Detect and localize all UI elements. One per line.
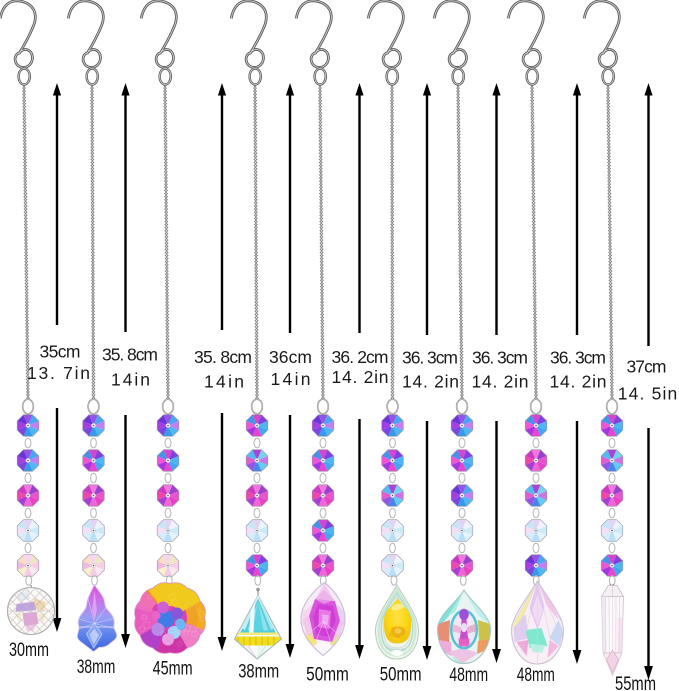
svg-text:14. 2in: 14. 2in (472, 372, 529, 392)
svg-text:14. 5in: 14. 5in (618, 384, 678, 404)
svg-text:38mm: 38mm (238, 661, 279, 682)
svg-text:36. 2cm: 36. 2cm (332, 347, 389, 367)
svg-text:36. 3cm: 36. 3cm (402, 348, 458, 368)
svg-text:48mm: 48mm (517, 665, 555, 686)
svg-text:14in: 14in (271, 369, 311, 389)
svg-text:14. 2in: 14. 2in (550, 372, 607, 392)
svg-text:14. 2in: 14. 2in (402, 372, 459, 392)
svg-text:55mm: 55mm (615, 674, 656, 691)
svg-text:30mm: 30mm (9, 640, 49, 661)
svg-text:36. 3cm: 36. 3cm (550, 348, 606, 368)
svg-text:36cm: 36cm (269, 347, 312, 367)
svg-text:37cm: 37cm (627, 357, 667, 377)
svg-text:48mm: 48mm (449, 665, 488, 686)
svg-text:13. 7in: 13. 7in (27, 363, 90, 383)
svg-text:38mm: 38mm (77, 657, 116, 678)
svg-text:14in: 14in (204, 372, 244, 392)
svg-text:45mm: 45mm (153, 659, 193, 680)
svg-text:35. 8cm: 35. 8cm (102, 345, 158, 365)
svg-text:14in: 14in (111, 370, 150, 390)
svg-text:35. 8cm: 35. 8cm (194, 347, 252, 367)
svg-text:36. 3cm: 36. 3cm (472, 348, 528, 368)
svg-text:14. 2in: 14. 2in (332, 367, 389, 387)
svg-text:35cm: 35cm (40, 342, 81, 362)
svg-text:50mm: 50mm (306, 664, 349, 685)
svg-text:50mm: 50mm (380, 664, 422, 685)
